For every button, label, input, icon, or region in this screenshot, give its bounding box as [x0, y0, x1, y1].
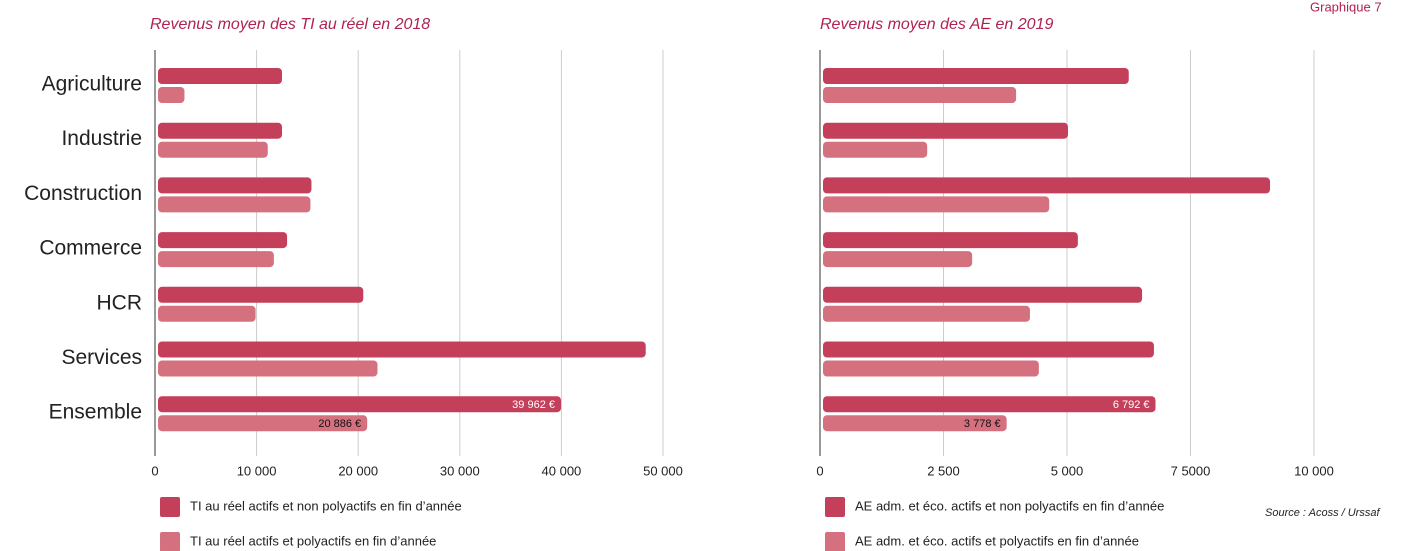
category-label: Industrie	[61, 127, 142, 150]
category-label: HCR	[97, 291, 143, 314]
category-label: Construction	[24, 182, 142, 205]
bar	[158, 305, 256, 322]
category-label: Ensemble	[49, 401, 142, 424]
x-tick-label: 30 000	[440, 463, 480, 478]
bar	[158, 232, 288, 249]
bar	[823, 251, 973, 268]
bar	[158, 141, 268, 158]
bar	[823, 122, 1068, 139]
bar	[158, 122, 282, 139]
category-label: Commerce	[39, 237, 142, 260]
bar	[823, 360, 1039, 377]
x-tick-label: 0	[816, 463, 823, 478]
bar	[158, 286, 364, 303]
category-label: Agriculture	[42, 73, 142, 96]
bar	[158, 341, 646, 358]
legend-swatch	[160, 497, 180, 517]
legend-swatch	[825, 497, 845, 517]
legend-label: AE adm. et éco. actifs et non polyactifs…	[855, 498, 1164, 513]
legend-swatch	[160, 532, 180, 551]
value-label: 3 778 €	[964, 418, 1001, 430]
chart-title: Revenus moyen des TI au réel en 2018	[150, 16, 430, 33]
bar	[823, 341, 1154, 358]
source: Source : Acoss / Urssaf	[1265, 507, 1380, 519]
bar	[823, 141, 928, 158]
bar	[823, 286, 1143, 303]
x-tick-label: 20 000	[338, 463, 378, 478]
value-label: 20 886 €	[318, 418, 361, 430]
x-tick-label: 2 500	[927, 463, 960, 478]
x-tick-label: 10 000	[1294, 463, 1334, 478]
bar	[823, 232, 1078, 249]
bar	[158, 68, 282, 84]
chart-title: Revenus moyen des AE en 2019	[820, 16, 1053, 33]
bar	[823, 68, 1129, 84]
legend-swatch	[825, 532, 845, 551]
x-tick-label: 5 000	[1051, 463, 1084, 478]
x-tick-label: 40 000	[542, 463, 582, 478]
category-label: Services	[61, 346, 142, 369]
x-tick-label: 7 5000	[1171, 463, 1211, 478]
x-tick-label: 0	[151, 463, 158, 478]
bar	[158, 415, 368, 432]
bar	[158, 396, 562, 413]
bar	[823, 396, 1156, 413]
value-label: 6 792 €	[1113, 399, 1150, 411]
bar	[823, 415, 1007, 432]
legend-label: TI au réel actifs et non polyactifs en f…	[190, 498, 462, 513]
bar	[158, 87, 185, 103]
x-tick-label: 10 000	[237, 463, 277, 478]
bar	[823, 196, 1050, 213]
bar	[158, 360, 378, 377]
bar	[158, 251, 274, 268]
figure-label: Graphique 7	[1310, 0, 1382, 14]
x-tick-label: 50 000	[643, 463, 683, 478]
bar	[823, 177, 1271, 194]
bar	[158, 196, 311, 213]
legend-label: TI au réel actifs et polyactifs en fin d…	[190, 533, 436, 548]
bar	[823, 87, 1017, 103]
bar	[823, 305, 1030, 322]
bar	[158, 177, 312, 194]
legend-label: AE adm. et éco. actifs et polyactifs en …	[855, 533, 1139, 548]
value-label: 39 962 €	[512, 399, 555, 411]
